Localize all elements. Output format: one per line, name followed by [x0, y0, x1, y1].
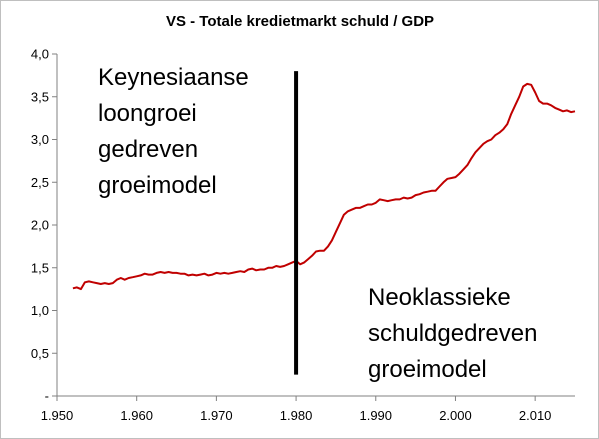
- annotation-left-line: Keynesiaanse: [98, 64, 249, 91]
- y-tick-label: 2,0: [31, 218, 49, 233]
- annotation-left-line: gedreven: [98, 136, 198, 163]
- y-tick-label: 1,5: [31, 260, 49, 275]
- x-tick-label: 1.990: [359, 408, 392, 423]
- x-tick-label: 1.970: [200, 408, 233, 423]
- x-tick-label: 1.950: [41, 408, 74, 423]
- y-tick-label: 4,0: [31, 47, 49, 62]
- y-tick-label: 3,5: [31, 89, 49, 104]
- annotation-keynesian: Keynesiaanse loongroei gedreven groeimodel: [98, 64, 249, 199]
- x-tick-label: 1.980: [280, 408, 313, 423]
- annotation-left-line: loongroei: [98, 100, 197, 127]
- annotation-right-line: schuldgedreven: [368, 320, 537, 347]
- y-axis-ticks: - 0,5 1,0 1,5 2,0 2,5 3,0 3,5 4,0: [31, 47, 57, 404]
- x-tick-label: 2.010: [519, 408, 552, 423]
- x-tick-label: 1.960: [120, 408, 153, 423]
- y-tick-label: 1,0: [31, 303, 49, 318]
- y-tick-label: 3,0: [31, 132, 49, 147]
- annotation-neoclassical: Neoklassieke schuldgedreven groeimodel: [368, 284, 537, 383]
- x-axis-ticks: 1.950 1.960 1.970 1.980 1.990 2.000 2.010: [41, 396, 552, 423]
- annotation-right-line: Neoklassieke: [368, 284, 511, 311]
- chart-title: VS - Totale kredietmarkt schuld / GDP: [166, 13, 434, 30]
- series-line: [72, 82, 576, 291]
- y-tick-label: 2,5: [31, 175, 49, 190]
- x-tick-label: 2.000: [439, 408, 472, 423]
- annotation-right-line: groeimodel: [368, 356, 487, 383]
- annotation-left-line: groeimodel: [98, 172, 217, 199]
- y-tick-label: 0,5: [31, 346, 49, 361]
- y-tick-label: -: [45, 389, 49, 404]
